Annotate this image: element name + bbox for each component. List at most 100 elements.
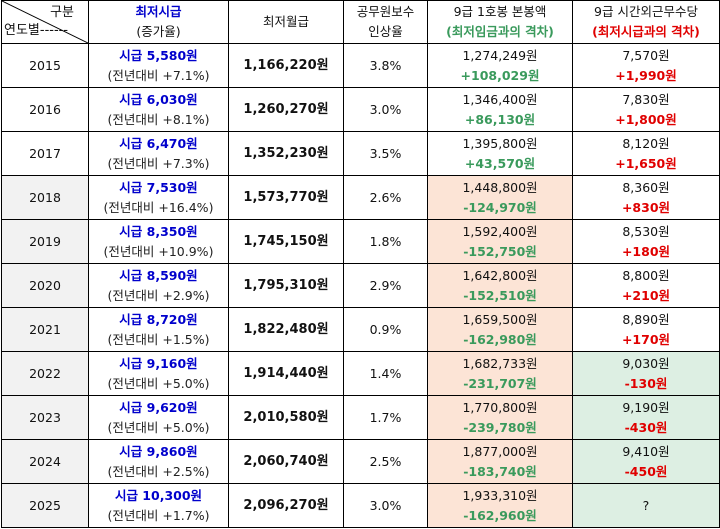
year-cell: 2015	[1, 43, 89, 88]
hourly-wage: 시급 7,530원	[119, 179, 198, 195]
grade9-overtime-cell: 8,800원 +210원	[572, 263, 720, 308]
grade9-base-cell: 1,933,310원 -162,960원	[427, 483, 573, 528]
grade9-overtime-gap: +1,800원	[615, 111, 677, 127]
grade9-base-cell: 1,592,400원 -152,750원	[427, 219, 573, 264]
civil-raise-cell: 3.5%	[343, 131, 428, 176]
grade9-base-pay: 1,346,400원	[462, 91, 538, 107]
grade9-overtime-pay: 8,530원	[622, 223, 670, 239]
grade9-base-pay: 1,770,800원	[462, 399, 538, 415]
grade9-base-cell: 1,682,733원 -231,707원	[427, 351, 573, 396]
civil-raise-cell: 2.6%	[343, 175, 428, 220]
header-grade9-overtime-line2: (최저시급과의 격차)	[592, 24, 700, 39]
header-grade9-overtime: 9급 시간외근무수당 (최저시급과의 격차)	[572, 0, 720, 44]
header-diagonal-cell: 구분 연도별------	[1, 0, 89, 44]
grade9-base-pay: 1,642,800원	[462, 267, 538, 283]
min-monthly-cell: 1,166,220원	[228, 43, 344, 88]
header-min-hourly: 최저시급 (증가율)	[88, 0, 229, 44]
header-civil-raise-line1: 공무원보수	[356, 4, 415, 19]
year-cell: 2018	[1, 175, 89, 220]
hourly-increase-rate: (전년대비 +8.1%)	[107, 111, 210, 127]
min-hourly-cell: 시급 9,860원 (전년대비 +2.5%)	[88, 439, 229, 484]
header-grade9-base: 9급 1호봉 본봉액 (최저임금과의 격차)	[427, 0, 573, 44]
table-row: 2022 시급 9,160원 (전년대비 +5.0%) 1,914,440원 1.4% 1…	[1, 351, 720, 396]
grade9-overtime-cell: 8,120원 +1,650원	[572, 131, 720, 176]
grade9-overtime-cell: 9,030원 -130원	[572, 351, 720, 396]
table-row: 2015 시급 5,580원 (전년대비 +7.1%) 1,166,220원 3.8% 1…	[1, 43, 720, 88]
min-hourly-cell: 시급 6,470원 (전년대비 +7.3%)	[88, 131, 229, 176]
header-row: 구분 연도별------ 최저시급 (증가율) 최저월급 공무원보수 인상율 9…	[1, 0, 720, 44]
grade9-overtime-gap: +170원	[621, 331, 671, 347]
grade9-base-cell: 1,448,800원 -124,970원	[427, 175, 573, 220]
table-row: 2024 시급 9,860원 (전년대비 +2.5%) 2,060,740원 2.5% 1…	[1, 439, 720, 484]
min-monthly-cell: 1,795,310원	[228, 263, 344, 308]
header-min-hourly-sub: (증가율)	[136, 24, 181, 39]
civil-raise-cell: 3.0%	[343, 87, 428, 132]
grade9-base-pay: 1,592,400원	[462, 223, 538, 239]
grade9-overtime-pay: 9,030원	[622, 355, 670, 371]
hourly-wage: 시급 8,720원	[119, 311, 198, 327]
grade9-base-pay: 1,659,500원	[462, 311, 538, 327]
table-row: 2021 시급 8,720원 (전년대비 +1.5%) 1,822,480원 0.9% 1…	[1, 307, 720, 352]
min-monthly-cell: 1,914,440원	[228, 351, 344, 396]
year-cell: 2023	[1, 395, 89, 440]
grade9-overtime-gap: +180원	[621, 243, 671, 259]
hourly-wage: 시급 6,030원	[119, 91, 198, 107]
year-cell: 2016	[1, 87, 89, 132]
grade9-overtime-gap: -450원	[624, 463, 668, 479]
grade9-overtime-pay: 9,190원	[622, 399, 670, 415]
hourly-increase-rate: (전년대비 +1.7%)	[107, 507, 210, 523]
grade9-base-pay: 1,682,733원	[462, 355, 538, 371]
min-monthly-cell: 1,352,230원	[228, 131, 344, 176]
grade9-overtime-cell: 8,530원 +180원	[572, 219, 720, 264]
civil-raise-cell: 3.0%	[343, 483, 428, 528]
grade9-overtime-gap: -130원	[624, 375, 668, 391]
table-row: 2025 시급 10,300원 (전년대비 +1.7%) 2,096,270원 3.0%…	[1, 483, 720, 528]
hourly-increase-rate: (전년대비 +10.9%)	[103, 243, 214, 259]
year-cell: 2020	[1, 263, 89, 308]
grade9-base-pay: 1,395,800원	[462, 135, 538, 151]
hourly-wage: 시급 9,160원	[119, 355, 198, 371]
grade9-overtime-cell: ?	[572, 483, 720, 528]
grade9-base-pay: 1,448,800원	[462, 179, 538, 195]
grade9-overtime-gap: +210원	[621, 287, 671, 303]
hourly-increase-rate: (전년대비 +1.5%)	[107, 331, 210, 347]
grade9-overtime-pay: 8,360원	[622, 179, 670, 195]
min-monthly-cell: 1,745,150원	[228, 219, 344, 264]
grade9-overtime-pay: 8,120원	[622, 135, 670, 151]
header-civil-raise: 공무원보수 인상율	[343, 0, 428, 44]
header-grade9-overtime-line1: 9급 시간외근무수당	[594, 4, 698, 19]
grade9-base-cell: 1,659,500원 -162,980원	[427, 307, 573, 352]
hourly-increase-rate: (전년대비 +7.1%)	[107, 67, 210, 83]
grade9-overtime-pay: 9,410원	[622, 443, 670, 459]
table-row: 2023 시급 9,620원 (전년대비 +5.0%) 2,010,580원 1.7% 1…	[1, 395, 720, 440]
grade9-overtime-gap: +1,650원	[615, 155, 677, 171]
civil-raise-cell: 1.7%	[343, 395, 428, 440]
table-row: 2016 시급 6,030원 (전년대비 +8.1%) 1,260,270원 3.0% 1…	[1, 87, 720, 132]
min-monthly-cell: 2,096,270원	[228, 483, 344, 528]
grade9-overtime-pay: ?	[642, 497, 650, 513]
grade9-overtime-cell: 8,890원 +170원	[572, 307, 720, 352]
grade9-base-gap: -152,750원	[463, 243, 537, 259]
min-monthly-cell: 1,822,480원	[228, 307, 344, 352]
hourly-wage: 시급 10,300원	[114, 487, 203, 503]
min-hourly-cell: 시급 8,590원 (전년대비 +2.9%)	[88, 263, 229, 308]
year-cell: 2019	[1, 219, 89, 264]
grade9-base-gap: -124,970원	[463, 199, 537, 215]
grade9-base-gap: -152,510원	[463, 287, 537, 303]
min-monthly-cell: 1,573,770원	[228, 175, 344, 220]
grade9-overtime-pay: 8,800원	[622, 267, 670, 283]
header-category: 구분	[50, 5, 74, 20]
grade9-overtime-cell: 8,360원 +830원	[572, 175, 720, 220]
header-grade9-base-line1: 9급 1호봉 본봉액	[453, 4, 547, 19]
min-hourly-cell: 시급 8,350원 (전년대비 +10.9%)	[88, 219, 229, 264]
hourly-increase-rate: (전년대비 +5.0%)	[107, 419, 210, 435]
grade9-overtime-gap: -430원	[624, 419, 668, 435]
min-hourly-cell: 시급 9,620원 (전년대비 +5.0%)	[88, 395, 229, 440]
grade9-base-gap: -162,980원	[463, 331, 537, 347]
min-hourly-cell: 시급 8,720원 (전년대비 +1.5%)	[88, 307, 229, 352]
header-grade9-base-line2: (최저임금과의 격차)	[446, 24, 554, 39]
min-hourly-cell: 시급 5,580원 (전년대비 +7.1%)	[88, 43, 229, 88]
grade9-overtime-cell: 7,830원 +1,800원	[572, 87, 720, 132]
hourly-increase-rate: (전년대비 +7.3%)	[107, 155, 210, 171]
